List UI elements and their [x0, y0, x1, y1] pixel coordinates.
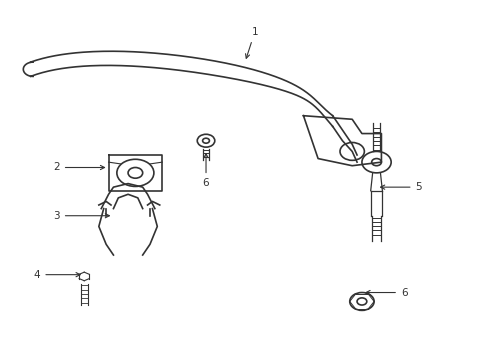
Text: 2: 2 — [53, 162, 104, 172]
Text: 6: 6 — [203, 154, 209, 188]
Text: 3: 3 — [53, 211, 109, 221]
Text: 6: 6 — [366, 288, 408, 297]
Text: 5: 5 — [381, 182, 422, 192]
Text: 4: 4 — [34, 270, 80, 280]
Text: 1: 1 — [245, 27, 258, 58]
